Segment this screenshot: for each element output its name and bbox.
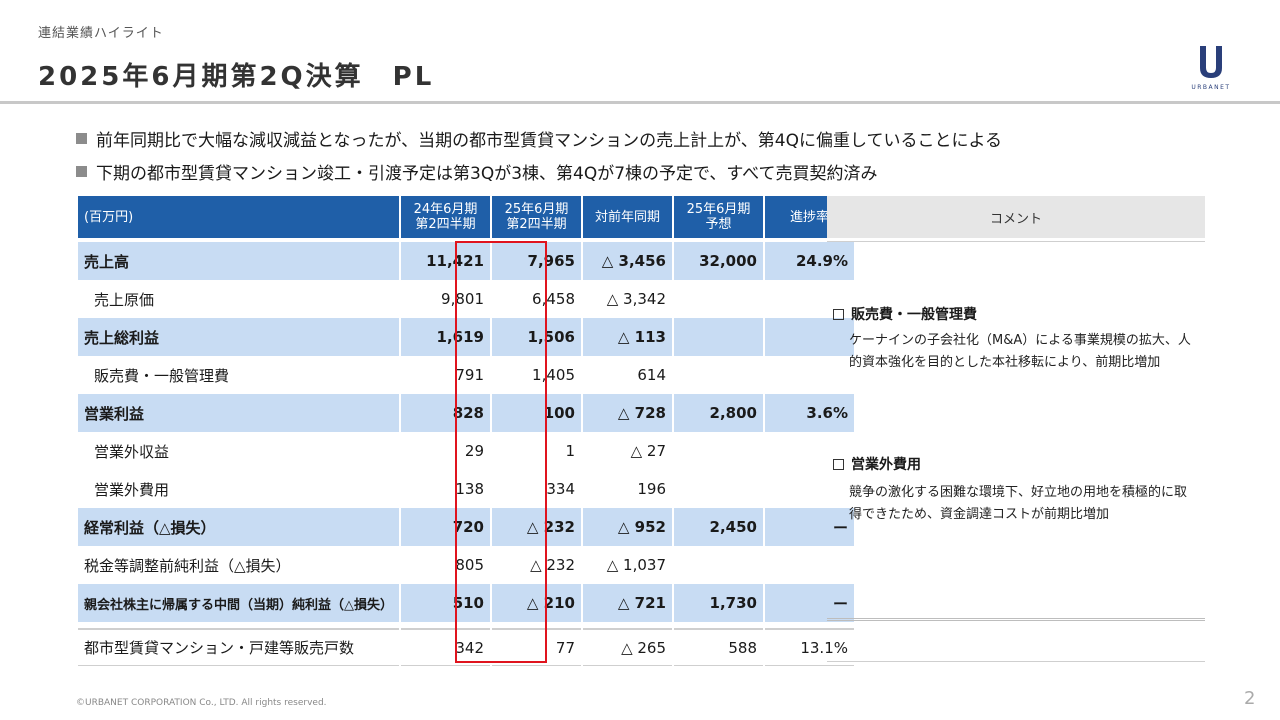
comment-text: ケーナインの子会社化（M&A）による事業規模の拡大、人的資本強化を目的とした本社… (849, 333, 1191, 370)
table-row: 親会社株主に帰属する中間（当期）純利益（△損失） 510 △ 210 △ 721… (78, 584, 854, 622)
table-row: 売上総利益 1,619 1,506 △ 113 (78, 318, 854, 356)
table-header-row: (百万円) 24年6月期 第2四半期 25年6月期 第2四半期 対前年同期 25年6… (78, 196, 854, 238)
page-number: 2 (1244, 688, 1256, 709)
comment-text: 競争の激化する困難な環境下、好立地の用地を積極的に取得できたため、資金調達コスト… (849, 485, 1188, 522)
table-row: 売上原価 9,801 6,458 △ 3,342 (78, 280, 854, 318)
table-row: 営業外費用 138 334 196 (78, 470, 854, 508)
bullet-item: 前年同期比で大幅な減収減益となったが、当期の都市型賃貸マンションの売上計上が、第… (76, 122, 1226, 155)
table-row: 都市型賃貸マンション・戸建等販売戸数 342 77 △ 265 588 13.1… (78, 628, 854, 666)
table-row: 経常利益（△損失） 720 △ 232 △ 952 2,450 ー (78, 508, 854, 546)
summary-bullets: 前年同期比で大幅な減収減益となったが、当期の都市型賃貸マンションの売上計上が、第… (76, 122, 1226, 188)
checkbox-square-icon (833, 308, 844, 320)
header-current-period: 25年6月期 第2四半期 (492, 196, 581, 238)
table-row: 営業外収益 29 1 △ 27 (78, 432, 854, 470)
logo-wordmark: URBANET (1191, 84, 1230, 91)
table-row: 売上高 11,421 7,965 △ 3,456 32,000 24.9% (78, 242, 854, 280)
comment-title: 営業外費用 (833, 454, 921, 474)
bullet-text: 前年同期比で大幅な減収減益となったが、当期の都市型賃貸マンションの売上計上が、第… (96, 131, 1002, 151)
header-yoy: 対前年同期 (583, 196, 672, 238)
header-divider (0, 101, 1280, 104)
bullet-item: 下期の都市型賃貸マンション竣工・引渡予定は第3Qが3棟、第4Qが7棟の予定で、す… (76, 155, 1226, 188)
checkbox-square-icon (833, 458, 844, 470)
table-row: 税金等調整前純利益（△損失） 805 △ 232 △ 1,037 (78, 546, 854, 584)
square-bullet-icon (76, 166, 87, 177)
comment-title: 販売費・一般管理費 (833, 304, 977, 324)
copyright: ©URBANET CORPORATION Co., LTD. All right… (76, 698, 327, 708)
comment-panel: 販売費・一般管理費 ケーナインの子会社化（M&A）による事業規模の拡大、人的資本… (827, 241, 1205, 621)
comment-header: コメント (827, 196, 1205, 238)
header-forecast: 25年6月期 予想 (674, 196, 763, 238)
breadcrumb: 連結業績ハイライト (38, 26, 164, 41)
pl-table: (百万円) 24年6月期 第2四半期 25年6月期 第2四半期 対前年同期 25年6… (76, 196, 856, 666)
bullet-text: 下期の都市型賃貸マンション竣工・引渡予定は第3Qが3棟、第4Qが7棟の予定で、す… (96, 164, 878, 184)
square-bullet-icon (76, 133, 87, 144)
urbanet-logo: URBANET (1178, 40, 1244, 92)
comment-panel-bottom (827, 624, 1205, 662)
page-title: 2025年6月期第2Q決算 PL (38, 62, 435, 92)
table-row: 販売費・一般管理費 791 1,405 614 (78, 356, 854, 394)
table-row: 営業利益 828 100 △ 728 2,800 3.6% (78, 394, 854, 432)
header-unit: (百万円) (78, 196, 399, 238)
header-prev-period: 24年6月期 第2四半期 (401, 196, 490, 238)
